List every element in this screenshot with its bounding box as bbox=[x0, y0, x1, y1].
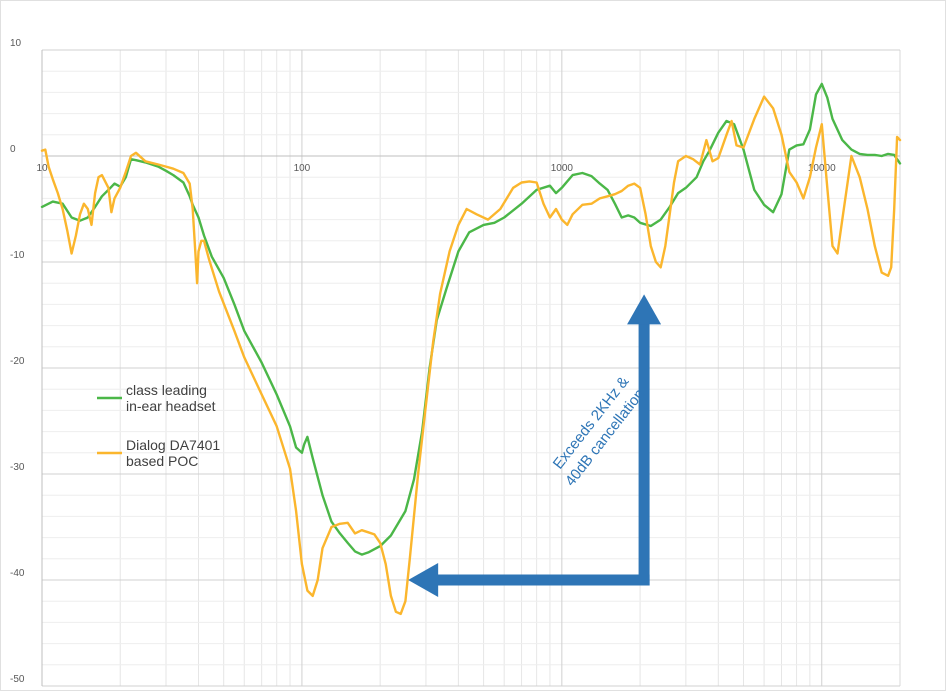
legend-label-line: based POC bbox=[126, 453, 198, 469]
legend-label-line: class leading bbox=[126, 382, 207, 398]
y-tick-label: 0 bbox=[10, 144, 16, 155]
legend: class leading in-ear headset Dialog DA7401… bbox=[97, 382, 220, 469]
x-tick-label: 10000 bbox=[808, 163, 836, 174]
y-tick-label: -30 bbox=[10, 462, 25, 473]
legend-label-2: Dialog DA7401 based POC bbox=[126, 437, 220, 469]
y-tick-label: -50 bbox=[10, 674, 25, 685]
x-tick-label: 10 bbox=[36, 163, 48, 174]
series-line-2 bbox=[40, 95, 902, 616]
y-tick-label: 10 bbox=[10, 38, 22, 49]
arrow-left-head bbox=[408, 563, 439, 597]
arrow-vertical-shaft bbox=[638, 322, 650, 586]
legend-label-line: in-ear headset bbox=[126, 398, 216, 414]
legend-label-line: Dialog DA7401 bbox=[126, 437, 220, 453]
legend-label-1: class leading in-ear headset bbox=[126, 382, 216, 414]
y-tick-label: -20 bbox=[10, 356, 25, 367]
series-lines bbox=[40, 82, 902, 616]
series-line-1 bbox=[40, 82, 902, 556]
x-tick-label: 100 bbox=[294, 163, 311, 174]
y-tick-label: -10 bbox=[10, 250, 25, 261]
x-axis-ticks: 10 100 1000 10000 bbox=[36, 163, 836, 174]
y-axis-ticks: 10 0 -10 -20 -30 -40 -50 bbox=[10, 38, 25, 685]
arrow-up-head bbox=[627, 294, 662, 325]
x-tick-label: 1000 bbox=[551, 163, 574, 174]
arrow-horizontal-shaft bbox=[436, 574, 650, 586]
y-tick-label: -40 bbox=[10, 568, 25, 579]
